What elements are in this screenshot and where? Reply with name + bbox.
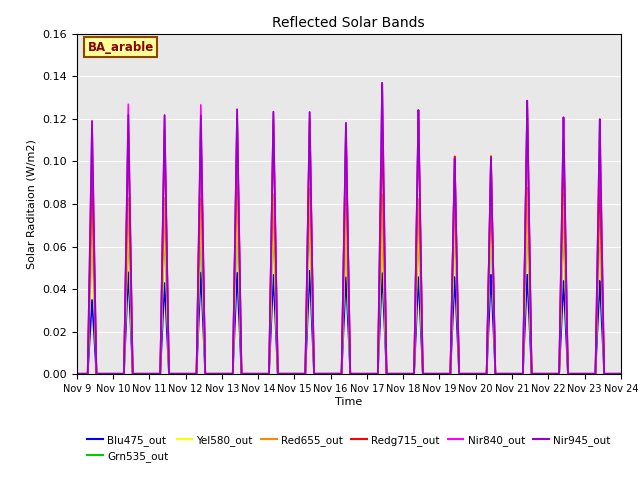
Legend: Blu475_out, Grn535_out, Yel580_out, Red655_out, Redg715_out, Nir840_out, Nir945_: Blu475_out, Grn535_out, Yel580_out, Red6… [83, 431, 614, 466]
Text: BA_arable: BA_arable [88, 41, 154, 54]
X-axis label: Time: Time [335, 397, 362, 407]
Y-axis label: Solar Raditaion (W/m2): Solar Raditaion (W/m2) [27, 139, 36, 269]
Title: Reflected Solar Bands: Reflected Solar Bands [273, 16, 425, 30]
